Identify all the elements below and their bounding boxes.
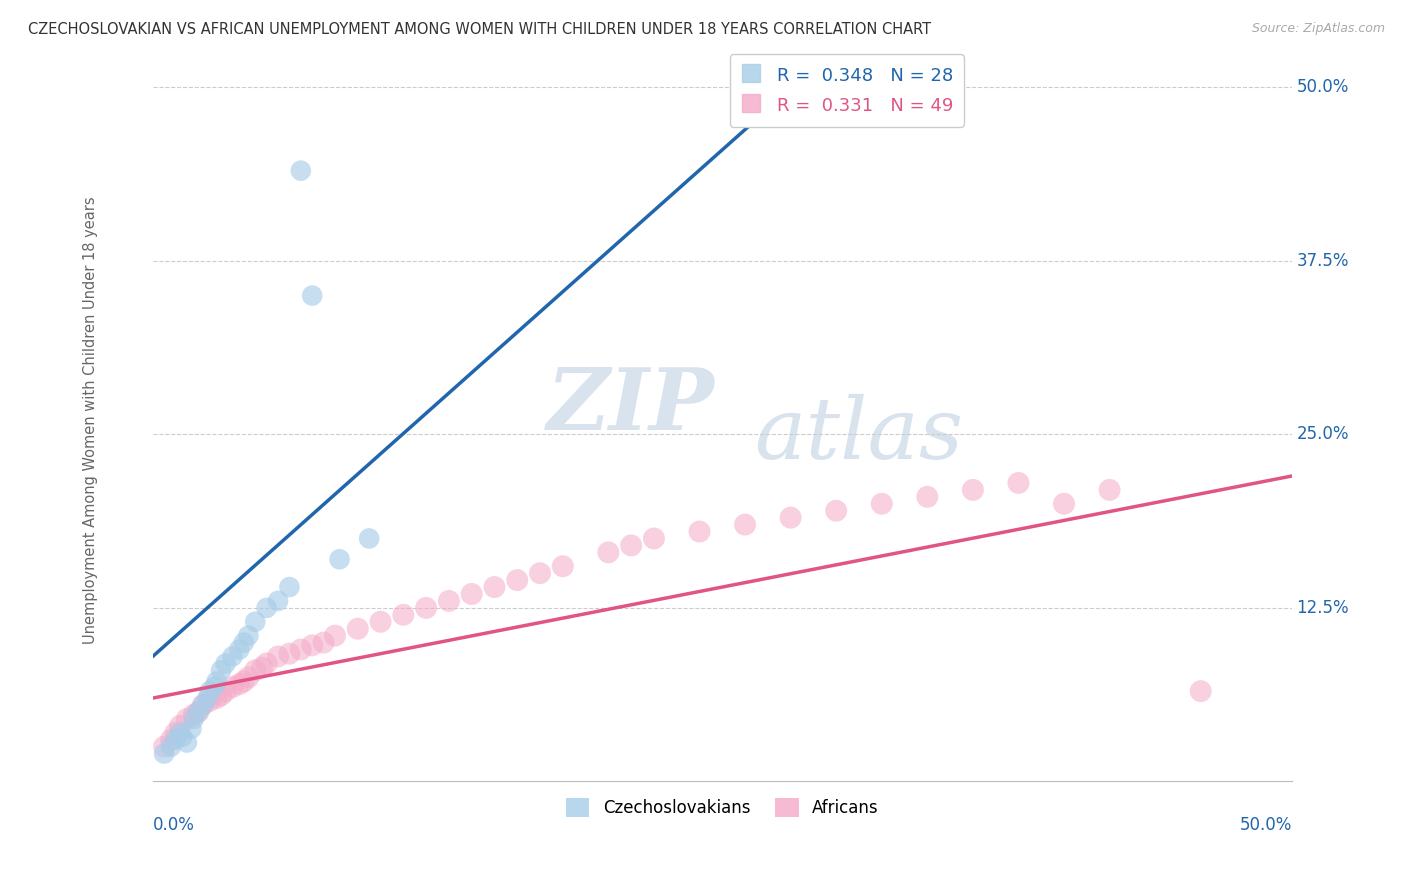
Point (153, 739, 176, 754)
Point (198, 684, 221, 698)
Point (169, 726, 191, 740)
Point (870, 497, 893, 511)
Point (187, 705, 209, 719)
Text: ZIP: ZIP (547, 364, 716, 448)
Text: 37.5%: 37.5% (1296, 252, 1348, 270)
Point (197, 691, 219, 706)
Point (209, 663, 232, 677)
Point (183, 712, 205, 726)
Point (198, 694, 221, 708)
Point (214, 684, 236, 698)
Point (221, 649, 243, 664)
Point (734, 517, 756, 532)
Point (689, 524, 711, 539)
Point (256, 657, 278, 671)
Point (180, 722, 202, 736)
Point (187, 705, 209, 719)
Point (278, 647, 301, 661)
Point (205, 674, 228, 689)
Point (359, 532, 381, 546)
Point (323, 629, 346, 643)
Legend: Czechoslovakians, Africans: Czechoslovakians, Africans (560, 791, 886, 823)
Point (290, 163, 312, 178)
Point (191, 698, 214, 712)
Point (250, 660, 273, 674)
Point (962, 483, 984, 497)
Point (176, 712, 198, 726)
Point (238, 629, 260, 643)
Point (415, 600, 437, 615)
Point (160, 739, 183, 754)
Point (191, 698, 214, 712)
Point (209, 689, 232, 703)
Point (437, 594, 460, 608)
Text: atlas: atlas (755, 393, 963, 476)
Point (160, 732, 183, 747)
Point (598, 545, 620, 559)
Point (267, 594, 290, 608)
Point (346, 622, 368, 636)
Point (232, 635, 254, 649)
Point (484, 580, 506, 594)
Point (238, 670, 260, 684)
Point (202, 680, 225, 694)
Point (183, 707, 205, 722)
Point (165, 726, 187, 740)
Point (506, 573, 529, 587)
Point (256, 600, 278, 615)
Point (620, 538, 643, 552)
Point (529, 566, 551, 581)
Text: 50.0%: 50.0% (1296, 78, 1348, 96)
Point (460, 587, 482, 601)
Point (228, 677, 250, 691)
Text: 50.0%: 50.0% (1240, 816, 1292, 834)
Point (245, 663, 267, 677)
Point (245, 615, 267, 629)
Point (1007, 475, 1029, 490)
Point (153, 747, 176, 761)
Point (779, 510, 801, 524)
Point (165, 732, 187, 747)
Text: Unemployment Among Women with Children Under 18 years: Unemployment Among Women with Children U… (83, 196, 97, 644)
Point (301, 288, 323, 302)
Text: Source: ZipAtlas.com: Source: ZipAtlas.com (1251, 22, 1385, 36)
Point (232, 674, 254, 689)
Point (214, 657, 236, 671)
Point (169, 719, 191, 733)
Text: 25.0%: 25.0% (1296, 425, 1348, 443)
Text: 0.0%: 0.0% (153, 816, 194, 834)
Point (228, 642, 250, 657)
Point (370, 615, 392, 629)
Point (392, 607, 415, 622)
Text: CZECHOSLOVAKIAN VS AFRICAN UNEMPLOYMENT AMONG WOMEN WITH CHILDREN UNDER 18 YEARS: CZECHOSLOVAKIAN VS AFRICAN UNEMPLOYMENT … (28, 22, 931, 37)
Point (301, 638, 323, 652)
Point (176, 735, 198, 749)
Point (267, 649, 290, 664)
Point (1098, 483, 1121, 497)
Point (221, 680, 243, 694)
Point (551, 559, 574, 574)
Point (278, 580, 301, 594)
Point (312, 635, 335, 649)
Point (643, 532, 665, 546)
Point (1053, 497, 1076, 511)
Point (172, 730, 194, 744)
Point (917, 490, 939, 504)
Point (290, 642, 312, 657)
Point (825, 504, 848, 518)
Point (205, 691, 228, 706)
Text: 12.5%: 12.5% (1296, 599, 1348, 617)
Point (1189, 684, 1212, 698)
Point (328, 552, 350, 566)
